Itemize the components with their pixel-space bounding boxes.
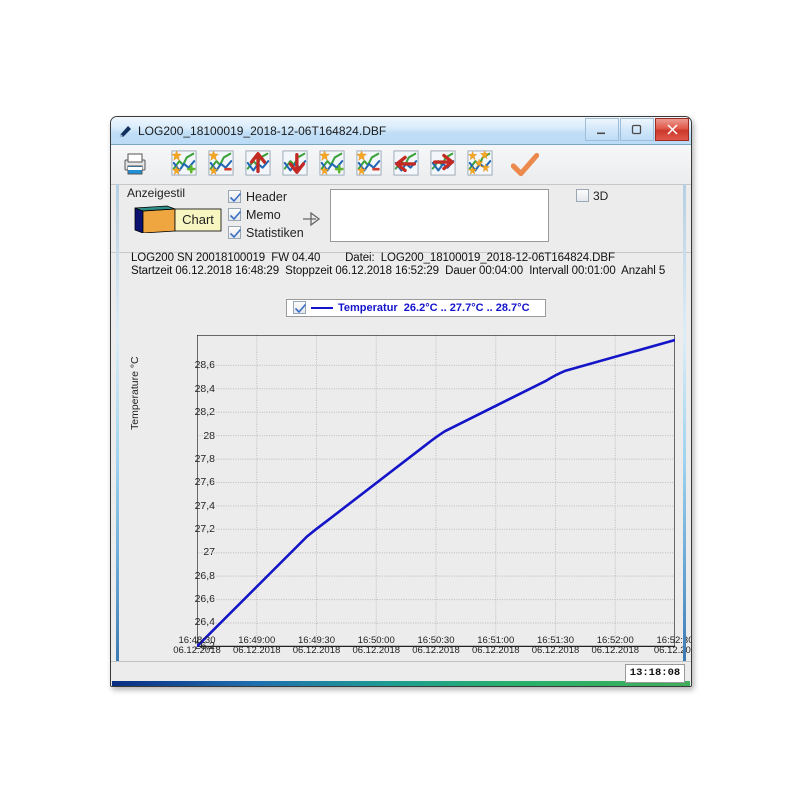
svg-text:Chart: Chart — [182, 212, 214, 227]
